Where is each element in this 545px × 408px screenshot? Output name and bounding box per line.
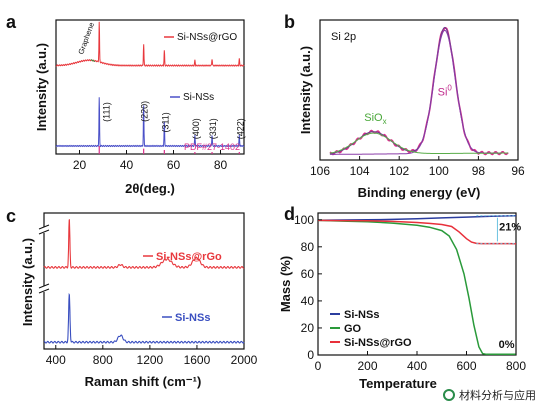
panel-c-xtick-label: 1600	[184, 353, 211, 367]
axis-break-gap	[40, 286, 48, 292]
peak-annotation: (331)	[208, 118, 218, 139]
axis-break-mark	[38, 229, 50, 235]
peak-annotation: (111)	[101, 102, 111, 122]
axis-break-mark	[38, 224, 50, 230]
panel-a-xlabel: 2θ(deg.)	[125, 181, 175, 196]
panel-a: a PDF#27-1402 Si-NSs@rGO Si-NSs Graphene (11…	[6, 12, 245, 196]
panel-b-plot: Si0 SiOx 106 104 102 100 98 96	[310, 26, 525, 178]
panel-a-xtick-label: 60	[167, 158, 181, 172]
panel-d-ylabel: Mass (%)	[278, 256, 293, 312]
legend-label: Si-NSs	[175, 312, 210, 324]
panel-d-ytick-label: 80	[301, 240, 315, 254]
peak-annotation: (422)	[235, 118, 245, 139]
panel-letter-b: b	[284, 12, 295, 32]
tga-series-line	[317, 219, 517, 245]
panel-c-xlabel: Raman shift (cm⁻¹)	[85, 374, 202, 389]
panel-b-xtick-label: 104	[350, 164, 370, 178]
panel-a-plot: PDF#27-1402 Si-NSs@rGO Si-NSs Graphene (111)…	[55, 21, 245, 172]
xps-series-line	[329, 29, 509, 155]
panel-b-title: Si 2p	[331, 31, 356, 43]
panel-c-xtick-label: 400	[46, 353, 66, 367]
panel-b-xtick-label: 98	[472, 164, 486, 178]
panel-letter-d: d	[284, 204, 295, 224]
legend-label: Si-NSs@rGo	[156, 251, 222, 263]
panel-b-ylabel: Intensity (a.u.)	[298, 46, 313, 134]
legend-label: Si-NSs@rGO	[344, 337, 412, 349]
legend-label: Si-NSs	[344, 309, 379, 321]
panel-d-xtick-label: 0	[315, 359, 322, 373]
panel-b-xtick-label: 96	[511, 164, 525, 178]
panel-a-xtick-label: 40	[120, 158, 134, 172]
panel-d-xtick-label: 400	[407, 359, 427, 373]
xps-series-line	[329, 26, 509, 155]
panel-c-xtick-label: 2000	[231, 353, 258, 367]
xps-annotation-script: x	[383, 117, 387, 126]
xps-series-line	[329, 26, 509, 156]
xps-annotation: Si0	[438, 84, 453, 99]
panel-c-xtick-label: 1200	[137, 353, 164, 367]
peak-annotation: (220)	[140, 101, 150, 122]
panel-letter-c: c	[6, 206, 16, 226]
panel-c-frame	[43, 212, 245, 350]
panel-d-xtick-label: 600	[456, 359, 476, 373]
panel-b-xlabel: Binding energy (eV)	[358, 185, 481, 200]
panel-letter-a: a	[6, 12, 17, 32]
panel-a-ylabel: Intensity (a.u.)	[34, 43, 49, 131]
panel-c: c Si-NSs@rGo Si-NSs 400 800 1200 1600 2000 Ram…	[6, 206, 258, 389]
xrd-series-line	[55, 21, 245, 67]
peak-annotation: (311)	[160, 112, 170, 132]
legend-label: Si-NSs	[183, 92, 214, 103]
tga-series-line	[317, 214, 517, 221]
xrd-series-line	[55, 97, 245, 148]
peak-annotation: Graphene	[76, 21, 96, 55]
panel-d-xlabel: Temperature	[359, 376, 437, 391]
raman-series-line	[44, 292, 245, 344]
axis-break-mark	[38, 288, 50, 294]
watermark-text: 材料分析与应用	[459, 390, 536, 402]
panel-d-plot: 0 20 40 60 80 100 0 200 400 600 800 21% 0% Si-NSs GO Si…	[294, 213, 526, 373]
wechat-logo-icon	[443, 389, 455, 401]
panel-d-ytick-label: 100	[294, 213, 314, 227]
panel-c-plot: Si-NSs@rGo Si-NSs 400 800 1200 1600 2000	[38, 219, 258, 367]
graphene-arrow	[90, 59, 96, 62]
axis-break-gap	[40, 227, 48, 233]
panel-b-xtick-label: 106	[310, 164, 330, 178]
watermark: 材料分析与应用	[440, 386, 539, 404]
panel-d-ytick-label: 60	[301, 267, 315, 281]
xps-annotation-script: 0	[447, 84, 452, 93]
panel-b: b Si0 SiOx 106 104 102 100 98 96 Si 2p Binding …	[284, 12, 525, 200]
panel-d: d 0 20 40 60 80 100 0 200 400 600 800 21% 0% Si-NSs GO…	[278, 204, 526, 391]
panel-b-frame	[319, 19, 519, 161]
legend-label: GO	[344, 323, 362, 335]
panel-d-xtick-label: 800	[506, 359, 526, 373]
panel-a-xtick-label: 20	[73, 158, 87, 172]
panel-a-frame	[55, 19, 245, 155]
tga-annotation: 21%	[499, 222, 521, 234]
panel-b-xtick-label: 102	[389, 164, 409, 178]
legend-label: Si-NSs@rGO	[177, 32, 237, 43]
panel-d-ytick-label: 40	[301, 294, 315, 308]
axis-break-mark	[38, 283, 50, 289]
xps-series-line	[329, 132, 509, 154]
panel-b-xtick-label: 100	[429, 164, 449, 178]
panel-c-xtick-label: 800	[93, 353, 113, 367]
panel-d-ytick-label: 0	[307, 348, 314, 362]
panel-c-ylabel: Intensity (a.u.)	[20, 238, 35, 326]
panel-d-xtick-label: 200	[357, 359, 377, 373]
peak-annotation: (400)	[191, 118, 201, 139]
pdf-reference-label: PDF#27-1402	[184, 142, 240, 152]
xps-annotation: SiOx	[364, 112, 386, 126]
raman-series-line	[43, 219, 245, 269]
tga-series-line	[317, 219, 516, 356]
tga-annotation: 0%	[499, 339, 515, 351]
panel-d-ytick-label: 20	[301, 321, 315, 335]
panel-a-xtick-label: 80	[214, 158, 228, 172]
